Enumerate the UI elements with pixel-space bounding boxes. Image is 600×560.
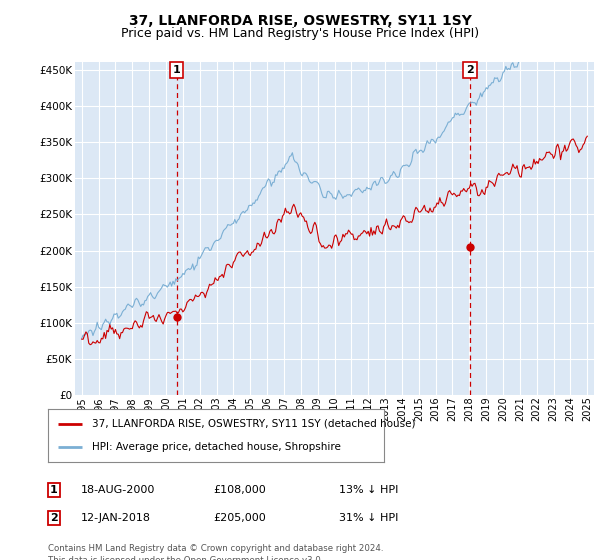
Text: £205,000: £205,000 xyxy=(213,513,266,523)
Text: 18-AUG-2000: 18-AUG-2000 xyxy=(81,485,155,495)
Text: 13% ↓ HPI: 13% ↓ HPI xyxy=(339,485,398,495)
Text: 2: 2 xyxy=(466,65,474,75)
Text: HPI: Average price, detached house, Shropshire: HPI: Average price, detached house, Shro… xyxy=(92,442,341,452)
Text: 37, LLANFORDA RISE, OSWESTRY, SY11 1SY (detached house): 37, LLANFORDA RISE, OSWESTRY, SY11 1SY (… xyxy=(92,419,415,429)
Text: 12-JAN-2018: 12-JAN-2018 xyxy=(81,513,151,523)
Text: Contains HM Land Registry data © Crown copyright and database right 2024.
This d: Contains HM Land Registry data © Crown c… xyxy=(48,544,383,560)
Text: 2: 2 xyxy=(50,513,58,523)
Text: 1: 1 xyxy=(173,65,181,75)
Text: 37, LLANFORDA RISE, OSWESTRY, SY11 1SY: 37, LLANFORDA RISE, OSWESTRY, SY11 1SY xyxy=(128,14,472,28)
Text: 31% ↓ HPI: 31% ↓ HPI xyxy=(339,513,398,523)
Text: £108,000: £108,000 xyxy=(213,485,266,495)
Text: Price paid vs. HM Land Registry's House Price Index (HPI): Price paid vs. HM Land Registry's House … xyxy=(121,27,479,40)
Text: 1: 1 xyxy=(50,485,58,495)
